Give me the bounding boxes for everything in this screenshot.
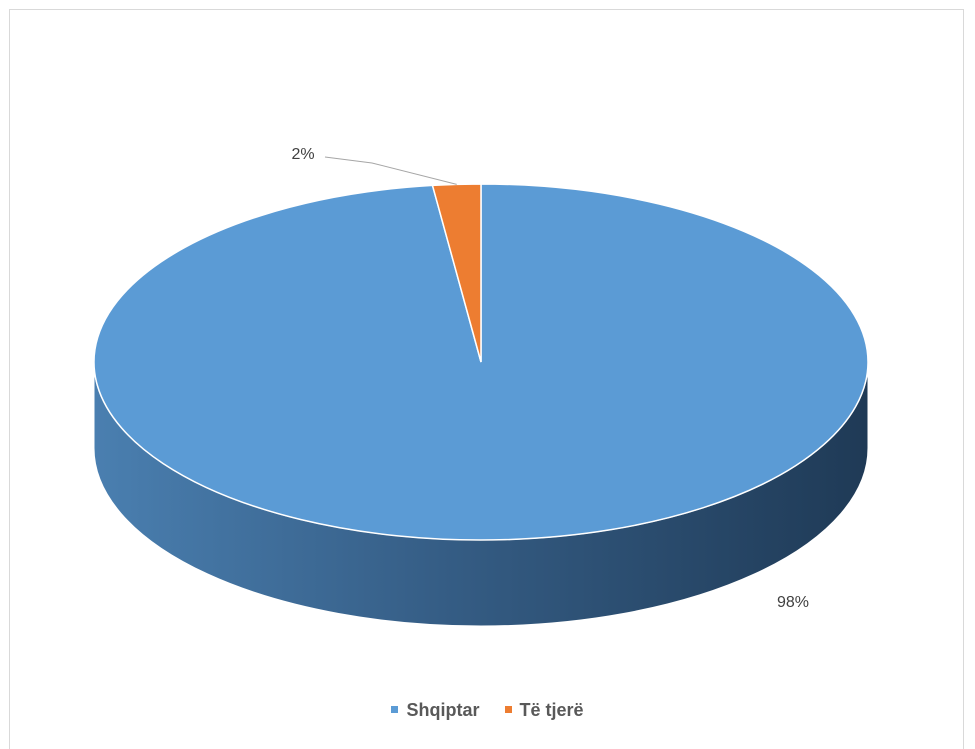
- legend-label-shqiptar: Shqiptar: [406, 700, 480, 720]
- data-label-0: 98%: [777, 594, 809, 611]
- legend-item-te-tjere: Të tjerë: [504, 700, 584, 721]
- pie-top: [93, 183, 869, 541]
- legend-swatch-shqiptar: [391, 705, 399, 713]
- legend-label-te-tjere: Të tjerë: [519, 700, 584, 720]
- pie-slice-1: [431, 183, 482, 363]
- legend: Shqiptar Të tjerë: [0, 700, 975, 721]
- legend-item-shqiptar: Shqiptar: [391, 700, 479, 721]
- chart-frame: [9, 9, 964, 749]
- leader-line-1: [324, 156, 457, 185]
- legend-swatch-te-tjere: [504, 705, 512, 713]
- data-label-1: 2%: [291, 146, 314, 163]
- pie-labels: 98% 2%: [291, 146, 809, 611]
